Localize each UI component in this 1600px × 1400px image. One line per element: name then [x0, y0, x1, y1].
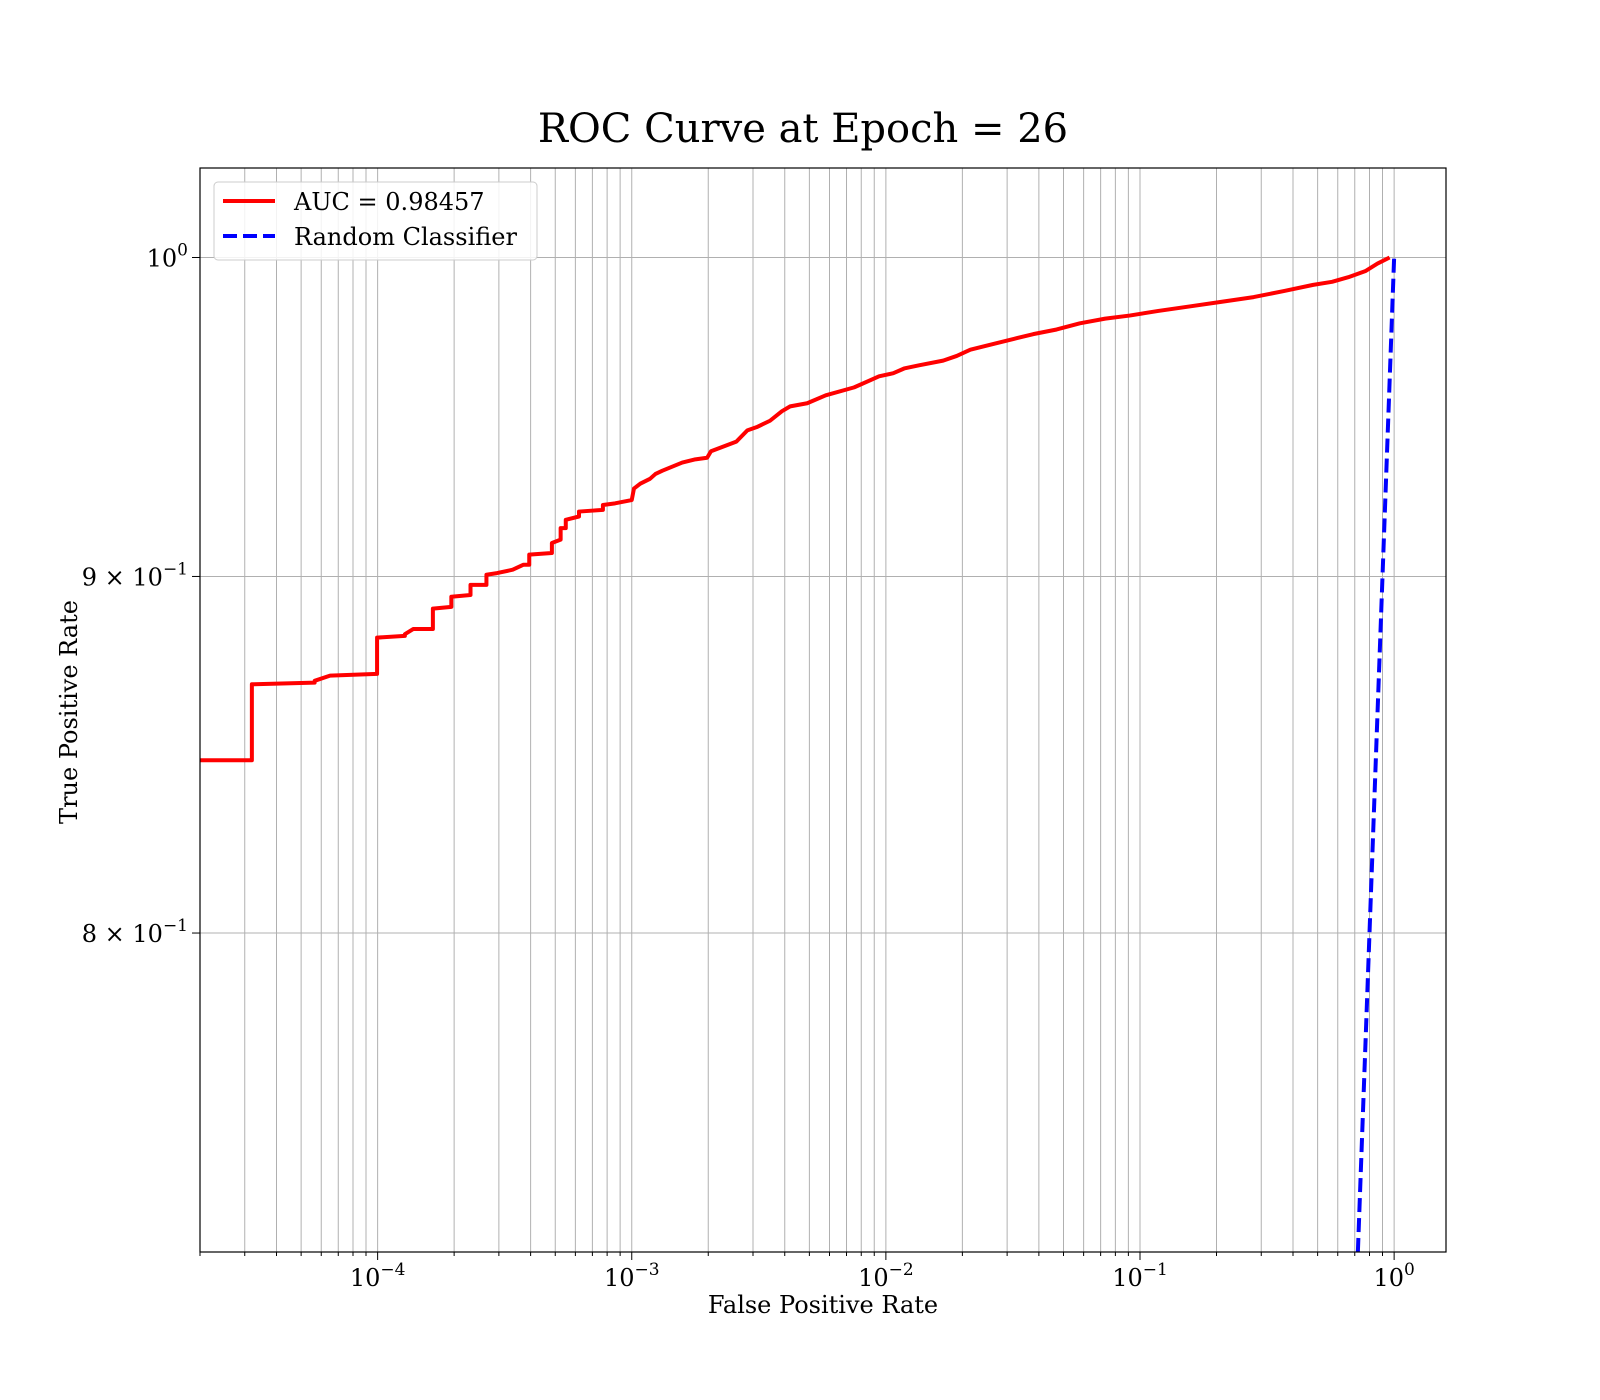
y-tick-label: 9 × 10−1	[82, 559, 188, 591]
plot-frame	[199, 167, 1447, 1253]
legend-label-random: Random Classifier	[294, 223, 517, 251]
x-tick-label: 10−3	[604, 1260, 660, 1292]
legend: AUC = 0.98457 Random Classifier	[213, 181, 538, 261]
x-tick-label: 10−1	[1112, 1260, 1168, 1292]
legend-label-roc: AUC = 0.98457	[293, 188, 485, 216]
chart-title: ROC Curve at Epoch = 26	[538, 106, 1068, 152]
x-axis-ticks: 10−4 10−3 10−2 10−1 100	[199, 1252, 1415, 1292]
x-tick-label: 10−4	[350, 1260, 406, 1292]
roc-curve-line	[200, 255, 1391, 763]
x-gridlines	[199, 168, 1395, 1252]
y-axis-label: True Positive Rate	[55, 600, 83, 824]
y-tick-label: 8 × 10−1	[82, 916, 188, 948]
x-axis-label: False Positive Rate	[708, 1291, 938, 1319]
random-classifier-line	[1355, 257, 1397, 1252]
series-layer	[200, 255, 1397, 1252]
x-tick-label: 100	[1373, 1260, 1414, 1292]
y-axis-ticks: 100 9 × 10−1 8 × 10−1	[82, 240, 200, 948]
y-gridlines	[200, 256, 1446, 934]
y-tick-label: 100	[147, 240, 188, 272]
x-tick-label: 10−2	[858, 1260, 914, 1292]
legend-box	[213, 181, 538, 261]
